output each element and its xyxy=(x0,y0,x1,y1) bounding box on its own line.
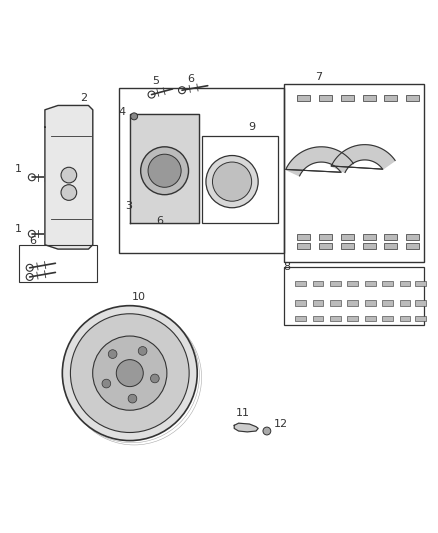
Circle shape xyxy=(61,184,77,200)
Bar xyxy=(319,235,332,240)
Text: 7: 7 xyxy=(315,71,323,82)
Bar xyxy=(406,243,419,249)
Text: 10: 10 xyxy=(131,292,145,302)
Circle shape xyxy=(212,162,252,201)
Circle shape xyxy=(62,305,197,441)
Circle shape xyxy=(108,350,117,358)
Text: 11: 11 xyxy=(236,408,250,418)
Text: 6: 6 xyxy=(29,236,36,246)
Bar xyxy=(295,316,306,321)
Bar xyxy=(347,281,358,286)
Bar xyxy=(313,301,323,305)
Bar xyxy=(399,281,410,286)
Circle shape xyxy=(116,360,143,386)
Circle shape xyxy=(141,147,188,195)
Bar xyxy=(365,281,376,286)
Circle shape xyxy=(61,167,77,183)
Circle shape xyxy=(206,156,258,208)
Text: 1: 1 xyxy=(15,224,22,233)
Polygon shape xyxy=(45,106,93,249)
Bar xyxy=(382,281,393,286)
Bar xyxy=(365,301,376,305)
Bar xyxy=(399,316,410,321)
Bar xyxy=(201,136,278,223)
Bar xyxy=(297,235,311,240)
Bar xyxy=(319,243,332,249)
Bar xyxy=(406,95,419,101)
Text: 12: 12 xyxy=(273,419,287,429)
Text: 9: 9 xyxy=(248,122,255,132)
Circle shape xyxy=(151,374,159,383)
Bar xyxy=(341,235,354,240)
Bar xyxy=(297,95,311,101)
Text: 8: 8 xyxy=(284,262,291,271)
Bar xyxy=(330,316,341,321)
Bar xyxy=(415,281,426,286)
Bar xyxy=(415,301,426,305)
Bar xyxy=(385,95,397,101)
Circle shape xyxy=(131,113,138,120)
Bar xyxy=(385,243,397,249)
Bar xyxy=(363,235,376,240)
Bar xyxy=(330,301,341,305)
Bar xyxy=(347,316,358,321)
Text: 6: 6 xyxy=(157,216,164,227)
Bar xyxy=(347,301,358,305)
Bar xyxy=(295,301,306,305)
Bar xyxy=(406,235,419,240)
Bar xyxy=(415,316,426,321)
Bar xyxy=(330,281,341,286)
Bar xyxy=(284,266,424,325)
Circle shape xyxy=(148,154,181,187)
Polygon shape xyxy=(331,144,395,173)
Bar xyxy=(341,243,354,249)
Bar xyxy=(363,243,376,249)
Polygon shape xyxy=(286,147,353,176)
Bar xyxy=(19,245,97,282)
Circle shape xyxy=(102,379,111,388)
Circle shape xyxy=(128,394,137,403)
Circle shape xyxy=(138,346,147,356)
Polygon shape xyxy=(130,114,199,223)
Text: 2: 2 xyxy=(81,93,88,103)
Text: 3: 3 xyxy=(125,200,132,211)
Bar xyxy=(313,316,323,321)
Bar xyxy=(297,243,311,249)
Circle shape xyxy=(71,314,189,432)
Bar xyxy=(382,316,393,321)
Bar xyxy=(119,88,284,254)
Circle shape xyxy=(263,427,271,435)
Bar xyxy=(363,95,376,101)
Circle shape xyxy=(93,336,167,410)
Bar xyxy=(313,281,323,286)
Bar xyxy=(399,301,410,305)
Polygon shape xyxy=(234,423,258,432)
Bar xyxy=(382,301,393,305)
Bar xyxy=(365,316,376,321)
Text: 6: 6 xyxy=(187,74,194,84)
Text: 1: 1 xyxy=(15,164,22,174)
Bar xyxy=(284,84,424,262)
Bar xyxy=(319,95,332,101)
Bar xyxy=(341,95,354,101)
Text: 4: 4 xyxy=(118,107,125,117)
Text: 5: 5 xyxy=(152,76,159,86)
Bar xyxy=(295,281,306,286)
Bar xyxy=(385,235,397,240)
